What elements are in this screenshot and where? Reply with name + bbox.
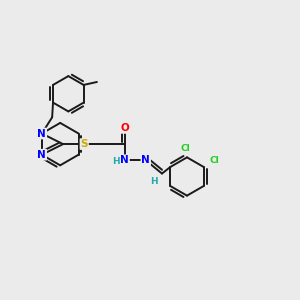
Text: N: N: [120, 155, 129, 165]
Text: N: N: [38, 150, 46, 160]
Text: H: H: [112, 157, 120, 166]
Text: Cl: Cl: [181, 144, 190, 153]
Text: Cl: Cl: [210, 156, 220, 165]
Text: S: S: [80, 139, 88, 149]
Text: H: H: [150, 177, 158, 186]
Text: N: N: [141, 155, 150, 165]
Text: N: N: [38, 128, 46, 139]
Text: O: O: [120, 123, 129, 133]
